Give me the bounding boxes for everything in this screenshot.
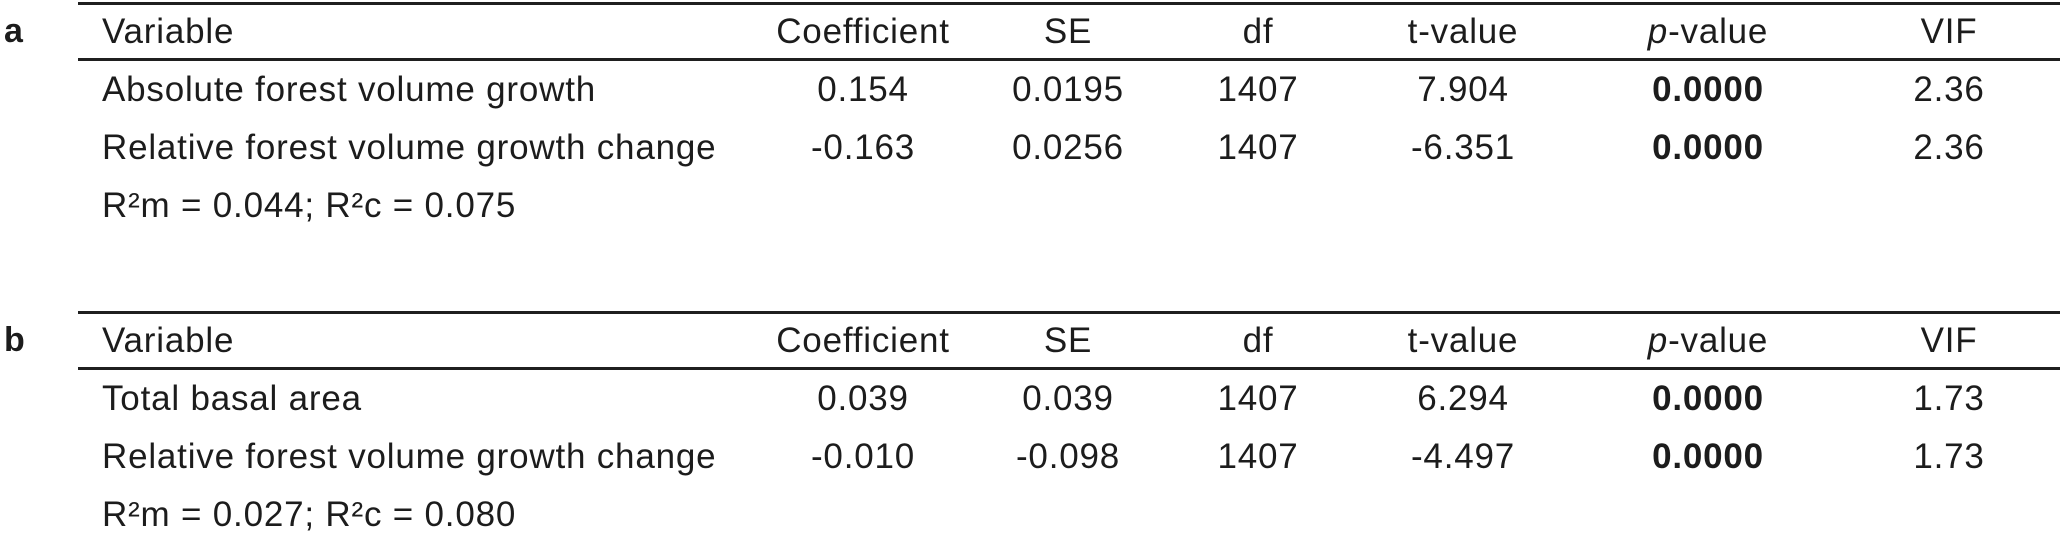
col-header-se: SE <box>1043 320 1093 360</box>
cell-t-value: 6.294 <box>1417 378 1509 418</box>
col-header-variable: Variable <box>102 11 235 51</box>
p-value-header-rest: -value <box>1668 320 1769 360</box>
col-header-vif: VIF <box>1920 11 1978 51</box>
header-row: Variable Coefficient SE df t-value p-val… <box>78 4 2060 60</box>
panel-a: a Variable Coefficient SE df t-value p-v… <box>4 2 2060 226</box>
cell-t-value: -6.351 <box>1410 128 1516 167</box>
cell-df: 1407 <box>1217 128 1299 167</box>
col-header-coefficient: Coefficient <box>776 320 950 360</box>
cell-df: 1407 <box>1217 69 1299 109</box>
cell-p-value: 0.0000 <box>1652 69 1764 109</box>
p-value-header-italic-p: p <box>1647 11 1669 51</box>
cell-se: 0.039 <box>1022 378 1114 418</box>
model-fit-note-b: R²m = 0.027; R²c = 0.080 <box>102 494 517 534</box>
cell-se: -0.098 <box>1015 437 1121 476</box>
header-row: Variable Coefficient SE df t-value p-val… <box>78 313 2060 369</box>
cell-coefficient: -0.010 <box>810 437 916 476</box>
cell-coefficient: 0.039 <box>817 378 909 418</box>
cell-vif: 2.36 <box>1913 128 1985 167</box>
cell-coefficient: 0.154 <box>817 69 909 109</box>
col-header-p-value: p-value <box>1578 4 1838 60</box>
cell-vif: 1.73 <box>1913 378 1985 418</box>
table-row: Absolute forest volume growth 0.154 0.01… <box>78 60 2060 119</box>
panel-b: b Variable Coefficient SE df t-value p-v… <box>4 311 2060 535</box>
model-fit-note-a: R²m = 0.044; R²c = 0.075 <box>102 185 517 225</box>
col-header-variable: Variable <box>102 320 235 360</box>
col-header-p-value: p-value <box>1578 313 1838 369</box>
panel-b-label: b <box>4 321 25 359</box>
table-row: Relative forest volume growth change -0.… <box>78 119 2060 178</box>
table-row: Relative forest volume growth change -0.… <box>78 428 2060 487</box>
col-header-t-value: t-value <box>1407 320 1519 360</box>
cell-vif: 1.73 <box>1913 437 1985 476</box>
col-header-df: df <box>1242 320 1274 360</box>
col-header-vif: VIF <box>1920 320 1978 360</box>
panel-a-table: Variable Coefficient SE df t-value p-val… <box>78 2 2060 178</box>
cell-coefficient: -0.163 <box>810 128 916 167</box>
cell-p-value: 0.0000 <box>1652 378 1764 418</box>
col-header-coefficient: Coefficient <box>776 11 950 51</box>
col-header-se: SE <box>1043 11 1093 51</box>
cell-variable: Relative forest volume growth change <box>102 437 717 476</box>
col-header-df: df <box>1242 11 1274 51</box>
cell-df: 1407 <box>1217 378 1299 418</box>
cell-se: 0.0195 <box>1012 69 1124 109</box>
cell-t-value: -4.497 <box>1410 437 1516 476</box>
cell-variable: Relative forest volume growth change <box>102 128 717 167</box>
cell-p-value: 0.0000 <box>1652 437 1764 476</box>
cell-p-value: 0.0000 <box>1652 128 1764 167</box>
p-value-header-italic-p: p <box>1647 320 1669 360</box>
panel-b-table: Variable Coefficient SE df t-value p-val… <box>78 311 2060 487</box>
panel-a-label: a <box>4 12 23 50</box>
cell-t-value: 7.904 <box>1417 69 1509 109</box>
cell-df: 1407 <box>1217 437 1299 476</box>
table-row: Total basal area 0.039 0.039 1407 6.294 … <box>78 369 2060 428</box>
p-value-header-rest: -value <box>1668 11 1769 51</box>
cell-vif: 2.36 <box>1913 69 1985 109</box>
cell-se: 0.0256 <box>1012 128 1124 167</box>
cell-variable: Absolute forest volume growth <box>102 69 596 109</box>
cell-variable: Total basal area <box>102 378 362 418</box>
col-header-t-value: t-value <box>1407 11 1519 51</box>
